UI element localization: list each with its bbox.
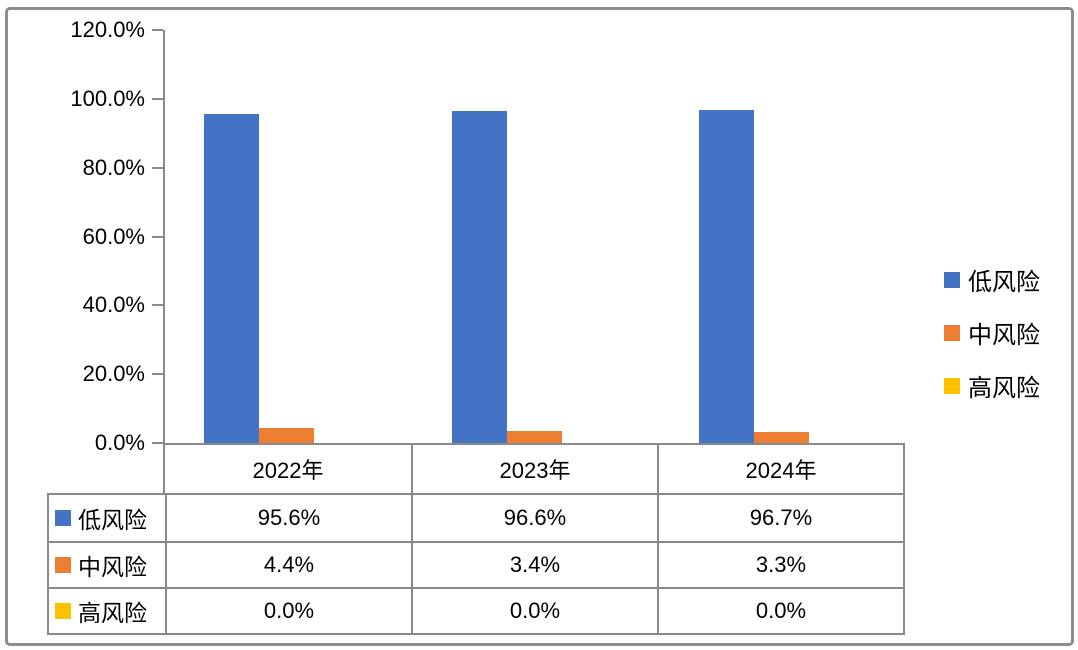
y-tick-label: 20.0% xyxy=(82,361,145,387)
legend-swatch-low-risk-icon xyxy=(944,271,960,288)
table-cell-mid-risk-2023: 3.4% xyxy=(411,541,657,587)
category-header-2024: 2024年 xyxy=(657,443,903,495)
table-cell-high-risk-2022: 0.0% xyxy=(165,587,411,633)
table-cell-low-risk-2023: 96.6% xyxy=(411,495,657,541)
y-tick-label: 120.0% xyxy=(70,17,145,42)
series-label-low-risk: 低风险 xyxy=(78,507,147,533)
legend-item-low-risk: 低风险 xyxy=(944,262,1040,297)
y-tick-mark xyxy=(152,373,163,376)
table-row-label-mid-risk: 中风险 xyxy=(49,541,165,587)
y-tick-label: 100.0% xyxy=(70,85,145,111)
table-cell-high-risk-2024: 0.0% xyxy=(657,587,903,633)
chart-data-table: 低风险 95.6% 96.6% 96.7% 中风险 4.4% 3.4% 3.3%… xyxy=(47,493,905,635)
table-swatch-mid-risk-icon xyxy=(55,557,71,573)
chart-legend: 低风险 中风险 高风险 xyxy=(944,262,1040,403)
y-tick-label: 40.0% xyxy=(82,292,145,318)
table-cell-low-risk-2022: 95.6% xyxy=(165,495,411,541)
legend-label-mid-risk: 中风险 xyxy=(968,322,1040,349)
legend-swatch-high-risk-icon xyxy=(944,377,960,394)
y-tick-label: 60.0% xyxy=(82,223,145,249)
bar-low-risk-2023 xyxy=(452,111,507,443)
table-swatch-low-risk-icon xyxy=(55,510,71,526)
series-label-mid-risk: 中风险 xyxy=(78,554,147,580)
y-tick-mark xyxy=(152,304,163,307)
legend-label-low-risk: 低风险 xyxy=(968,269,1040,296)
series-label-high-risk: 高风险 xyxy=(78,600,147,626)
category-header-2022: 2022年 xyxy=(252,458,324,483)
y-axis-line xyxy=(163,30,165,445)
y-tick-mark xyxy=(152,166,163,169)
legend-swatch-mid-risk-icon xyxy=(944,324,960,341)
table-row-label-high-risk: 高风险 xyxy=(49,587,165,633)
y-tick-label: 0.0% xyxy=(94,430,145,455)
legend-item-high-risk: 高风险 xyxy=(944,368,1040,403)
legend-item-mid-risk: 中风险 xyxy=(944,315,1040,350)
table-cell-mid-risk-2022: 4.4% xyxy=(165,541,411,587)
bar-low-risk-2022 xyxy=(204,114,259,443)
bar-mid-risk-2024 xyxy=(754,432,809,443)
table-cell-mid-risk-2024: 3.3% xyxy=(657,541,903,587)
y-tick-label: 80.0% xyxy=(82,154,145,180)
x-axis-line xyxy=(163,443,905,445)
table-cell-low-risk-2024: 96.7% xyxy=(657,495,903,541)
legend-label-high-risk: 高风险 xyxy=(968,375,1040,402)
bar-mid-risk-2023 xyxy=(507,431,562,443)
y-tick-mark xyxy=(152,235,163,238)
bar-low-risk-2024 xyxy=(699,110,754,443)
y-tick-mark xyxy=(152,97,163,100)
table-cell-high-risk-2023: 0.0% xyxy=(411,587,657,633)
table-row-label-low-risk: 低风险 xyxy=(49,495,165,541)
y-tick-mark xyxy=(152,29,163,31)
table-swatch-high-risk-icon xyxy=(55,603,71,619)
y-tick-mark xyxy=(152,442,163,444)
category-header-row: 2022年 2023年 2024年 xyxy=(163,443,905,495)
bar-mid-risk-2022 xyxy=(259,428,314,443)
category-header-2023: 2023年 xyxy=(411,443,657,495)
